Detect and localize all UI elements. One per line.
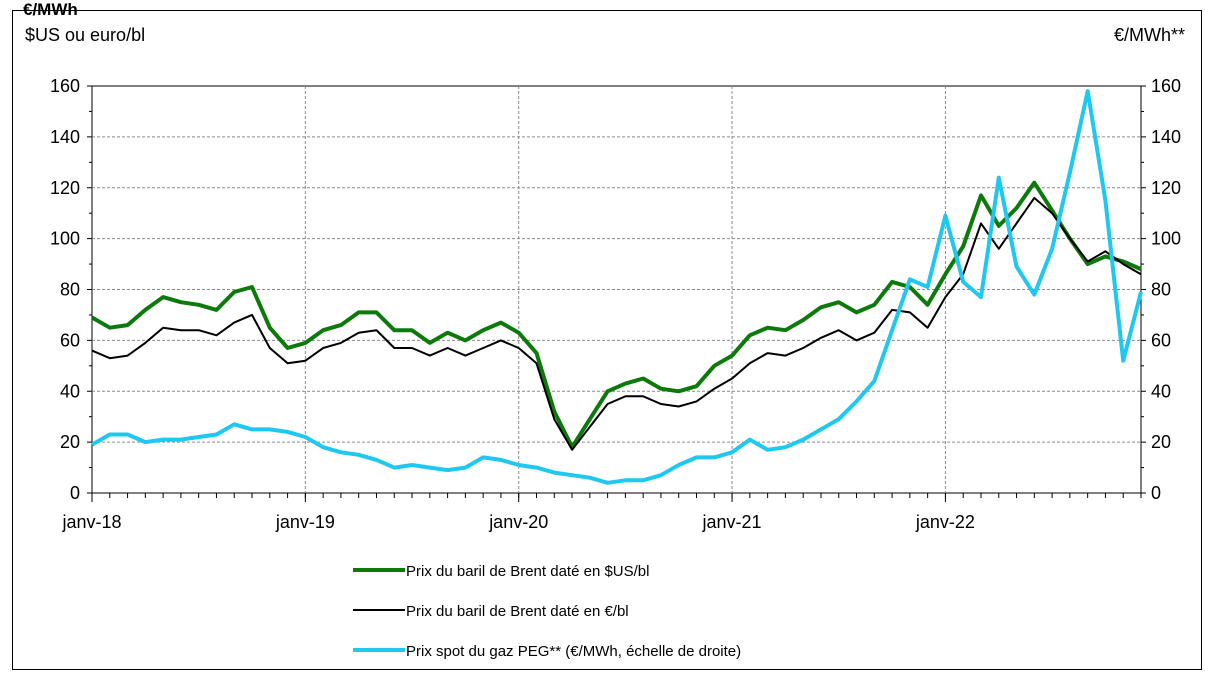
left-axis-label: $US ou euro/bl [25,25,145,45]
series-line-0 [91,180,1142,450]
x-tick-label: janv-19 [275,512,335,532]
y-right-tick-label: 100 [1151,229,1181,249]
x-tick-label: janv-21 [702,512,762,532]
y-left-tick-label: 0 [70,483,80,503]
y-left-tick-label: 100 [50,229,80,249]
y-right-tick-label: 80 [1151,280,1171,300]
y-right-tick-label: 160 [1151,76,1181,96]
y-right-tick-label: 20 [1151,432,1171,452]
right-axis-label: €/MWh** [1114,25,1185,45]
legend: Prix du baril de Brent daté en $US/bl Pri… [353,563,741,660]
legend-label-1: Prix du baril de Brent daté en €/bl [406,603,629,620]
series-line-2 [91,89,1143,485]
y-right-tick-label: 120 [1151,178,1181,198]
chart-frame: €/MWh $US ou euro/bl €/MWh** 0 0 20 20 40 40 6… [12,1,1202,670]
axes: 0 0 20 20 40 40 60 60 80 80 100 100 120 120 140 140 160 1… [50,76,1181,532]
y-left-tick-label: 40 [60,381,80,401]
y-right-tick-label: 0 [1151,483,1161,503]
x-tick-label: janv-20 [488,512,548,532]
x-tick-label: janv-22 [915,512,975,532]
series-line-1 [91,196,1142,451]
y-right-tick-label: 60 [1151,330,1171,350]
y-right-tick-label: 40 [1151,381,1171,401]
chart-svg: $US ou euro/bl €/MWh** 0 0 20 20 40 40 60 60 80 8… [25,25,1185,660]
y-left-tick-label: 160 [50,76,80,96]
y-right-tick-label: 140 [1151,127,1181,147]
y-left-tick-label: 140 [50,127,80,147]
y-left-tick-label: 60 [60,330,80,350]
chart-title: €/MWh [23,0,78,19]
y-left-tick-label: 80 [60,280,80,300]
legend-label-0: Prix du baril de Brent daté en $US/bl [406,563,649,580]
x-tick-label: janv-18 [61,512,121,532]
series-lines [91,89,1143,485]
y-left-tick-label: 120 [50,178,80,198]
legend-label-2: Prix spot du gaz PEG** (€/MWh, échelle d… [406,643,741,660]
y-left-tick-label: 20 [60,432,80,452]
